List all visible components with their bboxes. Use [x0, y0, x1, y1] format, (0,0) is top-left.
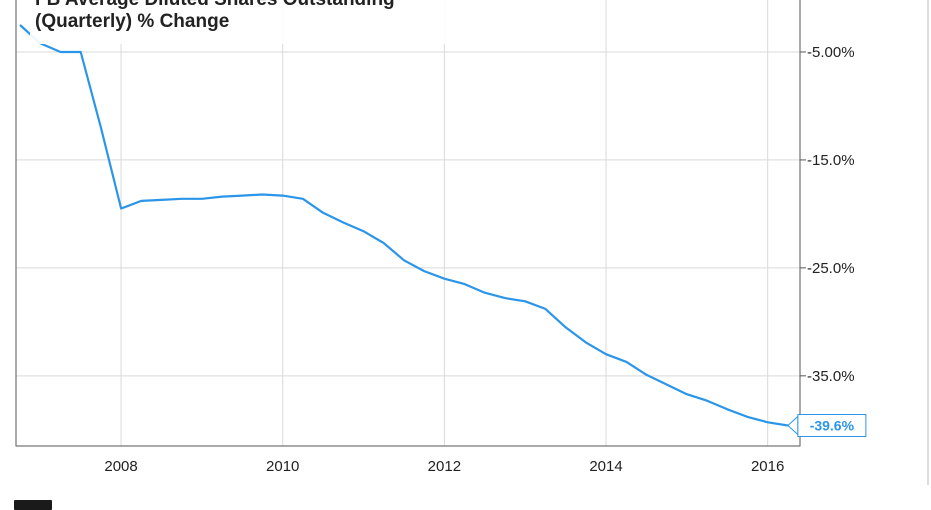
series-line — [19, 24, 789, 427]
chart-title-line-1: FB Average Diluted Shares Outstanding — [35, 0, 395, 11]
end-label-pointer — [787, 415, 799, 436]
y-tick-label: -25.0% — [807, 260, 855, 277]
y-axis: -5.00% -15.0% -25.0% -35.0% — [800, 44, 855, 385]
x-tick-label: 2014 — [589, 458, 622, 475]
x-axis: 2008 2010 2012 2014 2016 — [104, 458, 784, 475]
end-label-box — [797, 413, 867, 437]
x-tick-label: 2012 — [428, 458, 461, 475]
end-label-text: -39.6% — [810, 417, 855, 433]
end-value-label: -39.6% — [787, 413, 867, 437]
chart-title-line-2: (Quarterly) % Change — [35, 11, 230, 32]
x-tick-label: 2008 — [104, 458, 137, 475]
y-tick-label: -35.0% — [807, 368, 855, 385]
y-tick-label: -5.00% — [807, 44, 855, 61]
x-tick-label: 2010 — [266, 458, 299, 475]
grid-lines — [16, 0, 800, 446]
chart-title-box — [30, 0, 505, 44]
y-tick-label: -15.0% — [807, 152, 855, 169]
x-tick-label: 2016 — [751, 458, 784, 475]
ycharts-logo — [14, 500, 52, 510]
plot-frame — [15, 0, 801, 447]
